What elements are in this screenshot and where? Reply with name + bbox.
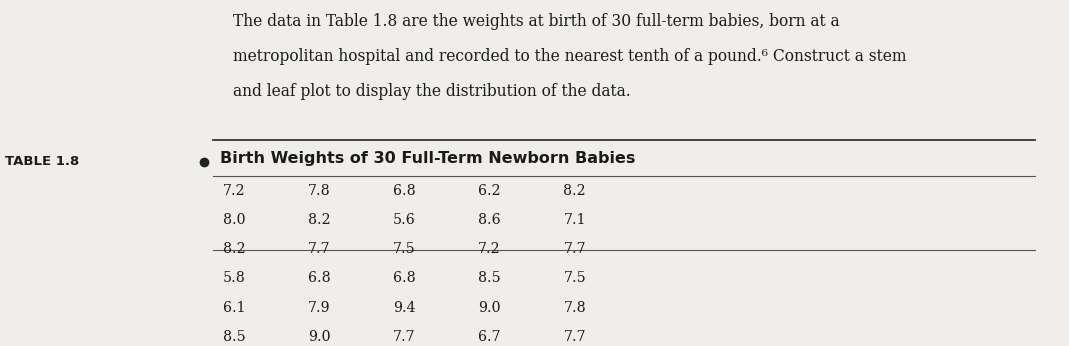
Text: 8.6: 8.6 (478, 213, 501, 227)
Text: 7.8: 7.8 (308, 184, 330, 198)
Text: 7.1: 7.1 (563, 213, 586, 227)
Text: 9.0: 9.0 (308, 330, 330, 344)
Text: 7.7: 7.7 (563, 330, 586, 344)
Text: 6.2: 6.2 (478, 184, 501, 198)
Text: and leaf plot to display the distribution of the data.: and leaf plot to display the distributio… (233, 83, 631, 100)
Text: 7.5: 7.5 (393, 242, 416, 256)
Text: 6.8: 6.8 (393, 271, 416, 285)
Text: TABLE 1.8: TABLE 1.8 (5, 155, 79, 168)
Text: 8.0: 8.0 (223, 213, 246, 227)
Text: 8.5: 8.5 (478, 271, 501, 285)
Text: metropolitan hospital and recorded to the nearest tenth of a pound.⁶ Construct a: metropolitan hospital and recorded to th… (233, 48, 907, 65)
Text: 6.8: 6.8 (393, 184, 416, 198)
Text: 7.7: 7.7 (563, 242, 586, 256)
Text: Birth Weights of 30 Full-Term Newborn Babies: Birth Weights of 30 Full-Term Newborn Ba… (220, 151, 635, 166)
Text: The data in Table 1.8 are the weights at birth of 30 full-term babies, born at a: The data in Table 1.8 are the weights at… (233, 13, 840, 30)
Text: 6.8: 6.8 (308, 271, 330, 285)
Text: 8.5: 8.5 (223, 330, 246, 344)
Text: 7.2: 7.2 (478, 242, 501, 256)
Text: 7.8: 7.8 (563, 301, 586, 315)
Text: 7.9: 7.9 (308, 301, 330, 315)
Text: 8.2: 8.2 (308, 213, 330, 227)
Text: 7.5: 7.5 (563, 271, 586, 285)
Text: 9.4: 9.4 (393, 301, 416, 315)
Text: 6.7: 6.7 (478, 330, 501, 344)
Text: 5.8: 5.8 (223, 271, 246, 285)
Text: 9.0: 9.0 (478, 301, 501, 315)
Text: 5.6: 5.6 (393, 213, 416, 227)
Text: 8.2: 8.2 (223, 242, 246, 256)
Text: 8.2: 8.2 (563, 184, 586, 198)
Text: 7.7: 7.7 (393, 330, 416, 344)
Text: 7.2: 7.2 (223, 184, 246, 198)
Text: 7.7: 7.7 (308, 242, 330, 256)
Text: 6.1: 6.1 (223, 301, 246, 315)
